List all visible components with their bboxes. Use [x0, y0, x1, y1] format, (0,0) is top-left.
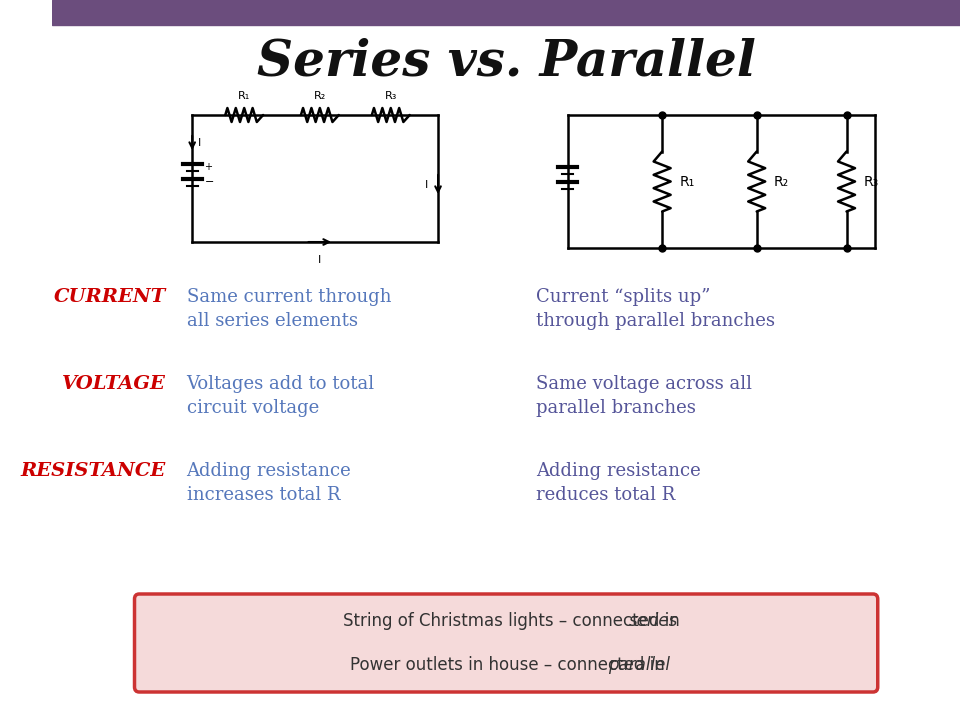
Text: RESISTANCE: RESISTANCE — [20, 462, 166, 480]
Text: String of Christmas lights – connected in: String of Christmas lights – connected i… — [343, 612, 684, 630]
Text: Power outlets in house – connected in: Power outlets in house – connected in — [349, 656, 669, 674]
Text: R₃: R₃ — [864, 174, 878, 189]
Text: Adding resistance
increases total R: Adding resistance increases total R — [186, 462, 351, 503]
Text: R₂: R₂ — [314, 91, 326, 101]
Text: I: I — [425, 180, 428, 190]
Text: parallel: parallel — [609, 656, 670, 674]
Text: Voltages add to total
circuit voltage: Voltages add to total circuit voltage — [186, 375, 374, 417]
Text: Series vs. Parallel: Series vs. Parallel — [256, 37, 756, 86]
Text: R₂: R₂ — [774, 174, 789, 189]
Text: −: − — [204, 176, 214, 186]
Text: R₁: R₁ — [238, 91, 251, 101]
Text: VOLTAGE: VOLTAGE — [61, 375, 166, 393]
Text: series: series — [629, 612, 678, 630]
Text: Adding resistance
reduces total R: Adding resistance reduces total R — [537, 462, 701, 503]
Text: R₁: R₁ — [679, 174, 694, 189]
FancyBboxPatch shape — [134, 594, 877, 692]
Text: I: I — [198, 138, 201, 148]
Text: Current “splits up”
through parallel branches: Current “splits up” through parallel bra… — [537, 288, 776, 330]
Bar — [52, 0, 960, 25]
Text: Same current through
all series elements: Same current through all series elements — [186, 288, 391, 330]
Text: CURRENT: CURRENT — [54, 288, 166, 306]
Text: R₃: R₃ — [385, 91, 396, 101]
Text: +: + — [204, 161, 212, 171]
Text: I: I — [318, 255, 322, 265]
Text: Same voltage across all
parallel branches: Same voltage across all parallel branche… — [537, 375, 753, 417]
